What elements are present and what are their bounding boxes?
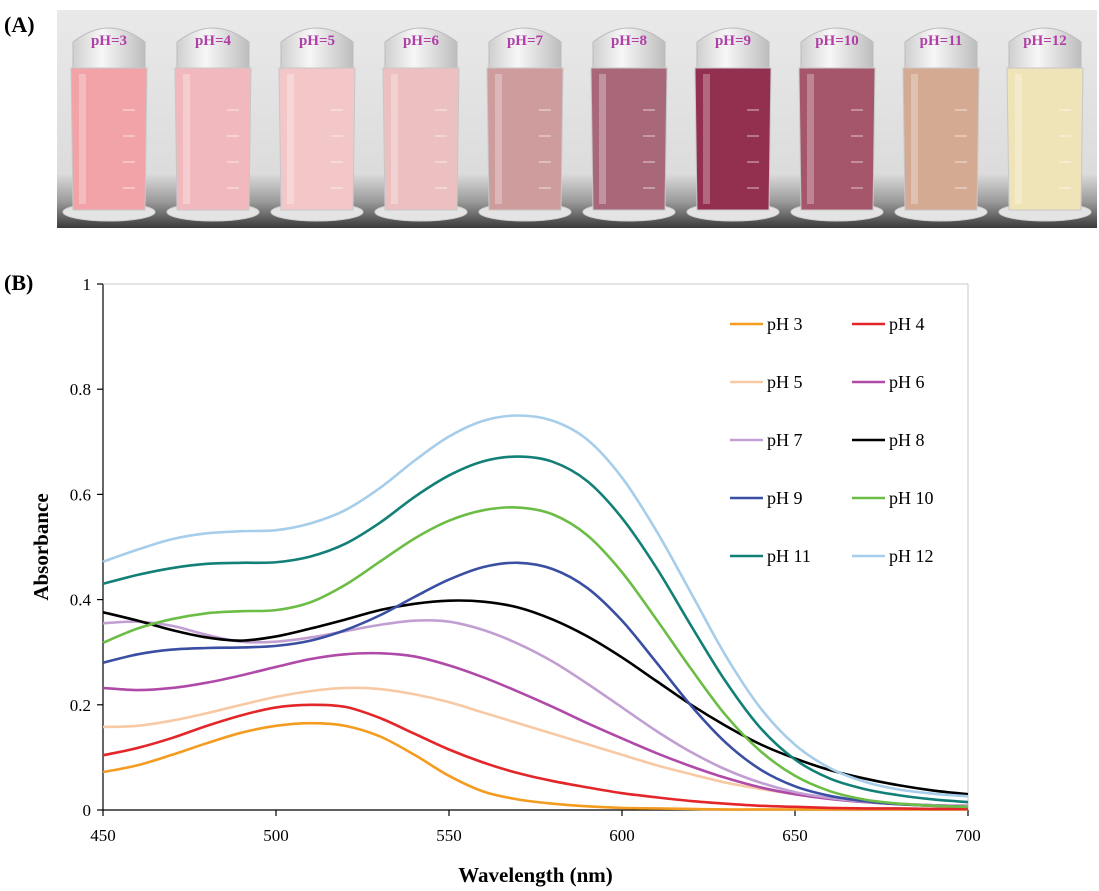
vial-label: pH=4 — [195, 33, 232, 49]
series-line-ph-7 — [102, 619, 969, 808]
legend-entry: pH 4 — [889, 314, 925, 334]
vial-1: pH=3 — [62, 27, 156, 222]
vial-cap — [280, 27, 354, 69]
vial-liquid — [798, 67, 876, 211]
series-line-ph-10 — [102, 506, 969, 809]
vial-liquid — [486, 67, 564, 211]
vial-liquid — [694, 67, 772, 211]
vial-highlight — [599, 74, 606, 204]
series-line-ph-8 — [102, 599, 969, 796]
x-tick-label: 600 — [609, 826, 635, 845]
series-line-ph-3 — [102, 721, 968, 811]
legend-entry: pH 12 — [889, 546, 934, 566]
series-line-ph-11 — [102, 455, 969, 804]
vial-liquid — [174, 67, 252, 211]
series-line-ph-4 — [102, 703, 969, 811]
vial-7: pH=9 — [686, 27, 780, 222]
legend: pH 3 pH 4 pH 5 pH 6 pH 7 pH 8 pH 9 pH 10 pH 11 pH… — [730, 314, 934, 566]
y-axis-title: Absorbance — [29, 493, 53, 600]
vial-highlight — [391, 74, 398, 204]
vial-cap — [800, 27, 874, 69]
vial-3: pH=5 — [270, 27, 364, 222]
vial-8: pH=10 — [790, 27, 884, 222]
x-tick-label: 700 — [955, 826, 981, 845]
x-tick-label: 450 — [90, 826, 116, 845]
vial-liquid — [590, 67, 668, 211]
vial-label: pH=12 — [1023, 33, 1067, 49]
vial-cap — [1008, 27, 1082, 69]
vial-highlight — [183, 74, 190, 204]
legend-entry: pH 8 — [889, 430, 925, 450]
vial-highlight — [79, 74, 86, 204]
panel-b-label: (B) — [4, 270, 34, 295]
vial-highlight — [1015, 74, 1022, 204]
y-tick-label: 1 — [83, 275, 92, 294]
vial-label: pH=3 — [91, 33, 127, 49]
vial-label: pH=10 — [815, 33, 859, 49]
vial-cap — [592, 27, 666, 69]
vial-liquid — [902, 67, 980, 211]
vial-label: pH=9 — [715, 33, 751, 49]
y-tick-label: 0 — [83, 801, 92, 820]
legend-entry: pH 7 — [767, 430, 803, 450]
vial-label: pH=8 — [611, 33, 647, 49]
series-line-ph-5 — [102, 686, 969, 808]
vial-liquid — [382, 67, 460, 211]
legend-entry: pH 6 — [889, 372, 925, 392]
x-tick-label: 650 — [782, 826, 808, 845]
vial-cap — [488, 27, 562, 69]
y-tick-label: 0.8 — [70, 380, 91, 399]
legend-entry: pH 9 — [767, 488, 803, 508]
legend-entry: pH 5 — [767, 372, 803, 392]
vial-cap — [72, 27, 146, 69]
vial-2: pH=4 — [166, 27, 260, 222]
absorbance-chart: 0 0.2 0.4 0.6 0.8 1 450 500 550 600 650 700 Waveleng… — [29, 275, 981, 887]
vial-highlight — [287, 74, 294, 204]
y-tick-label: 0.4 — [70, 591, 92, 610]
vial-highlight — [911, 74, 918, 204]
y-tick-label: 0.6 — [70, 485, 91, 504]
x-axis-title: Wavelength (nm) — [458, 863, 613, 887]
vial-label: pH=11 — [920, 33, 963, 49]
vial-4: pH=6 — [374, 27, 468, 222]
vial-cap — [176, 27, 250, 69]
vial-5: pH=7 — [478, 27, 572, 222]
vial-liquid — [70, 67, 148, 211]
vial-liquid — [1006, 67, 1084, 211]
x-tick-label: 500 — [263, 826, 289, 845]
series-line-ph-12 — [102, 414, 969, 798]
y-tick-label: 0.2 — [70, 696, 91, 715]
legend-entry: pH 3 — [767, 314, 803, 334]
vial-highlight — [703, 74, 710, 204]
vial-highlight — [495, 74, 502, 204]
vial-liquid — [278, 67, 356, 211]
series-line-ph-9 — [102, 561, 969, 809]
vial-label: pH=5 — [299, 33, 335, 49]
vial-label: pH=6 — [403, 33, 440, 49]
panel-a-label: (A) — [4, 12, 35, 37]
vial-label: pH=7 — [507, 33, 544, 49]
vial-10: pH=12 — [998, 27, 1092, 222]
legend-entry: pH 10 — [889, 488, 934, 508]
x-tick-label: 550 — [436, 826, 462, 845]
legend-entry: pH 11 — [767, 546, 811, 566]
vial-cap — [904, 27, 978, 69]
vial-cap — [696, 27, 770, 69]
vial-cap — [384, 27, 458, 69]
vial-highlight — [807, 74, 814, 204]
vials-photo: pH=3 pH=4 pH=5 pH=6 pH=7 pH=8 pH=9 pH=10 pH=11 pH… — [57, 10, 1097, 228]
vial-6: pH=8 — [582, 27, 676, 222]
vial-9: pH=11 — [894, 27, 988, 222]
